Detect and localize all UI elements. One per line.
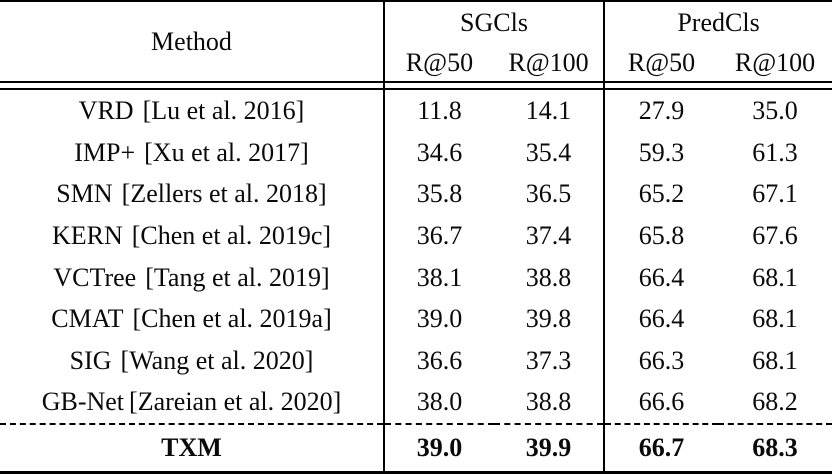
method-cell: CMAT [Chen et al. 2019a] [0,298,384,340]
header-row-metrics: R@50 R@100 R@50 R@100 [0,44,832,83]
method-citation: [Zareian et al. 2020] [129,387,342,417]
table-row-vctree: VCTree [Tang et al. 2019] 38.1 38.8 66.4 … [0,256,832,299]
table-row-gbnet: GB-Net [Zareian et al. 2020] 38.0 38.8 66… [0,381,832,425]
table-row-cmat: CMAT [Chen et al. 2019a] 39.0 39.8 66.4 6… [0,298,832,340]
method-name: IMP+ [74,137,136,167]
method-cell: IMP+ [Xu et al. 2017] [0,132,384,174]
metric-value: 66.3 [603,339,719,382]
metric-value: 36.5 [525,179,572,209]
method-cell: TXM [0,423,384,474]
method-cell: KERN [Chen et al. 2019c] [0,215,384,257]
metric-value: 67.1 [752,179,798,209]
method-cell: SMN [Zellers et al. 2018] [0,174,384,216]
metric-value: 34.6 [383,131,494,174]
metric-value: 35.4 [525,137,572,167]
metric-value: 38.8 [525,262,572,292]
metric-value: 37.3 [525,345,572,375]
method-cell: SIG [Wang et al. 2020] [0,340,384,382]
metric-value: 14.1 [525,96,572,126]
method-citation: [Wang et al. 2020] [120,345,314,375]
method-name: KERN [51,220,123,250]
metric-value: 37.4 [525,220,572,250]
metric-value: 66.7 [603,423,719,474]
method-citation: [Lu et al. 2016] [142,96,305,126]
metric-value: 39.0 [383,423,494,474]
table-row-txm: TXM 39.0 39.9 66.7 68.3 [0,423,832,474]
metric-value: 38.8 [525,387,572,417]
metric-value: 68.1 [752,262,798,292]
table-row-vrd: VRD [Lu et al. 2016] 11.8 14.1 27.9 35.0 [0,89,832,132]
metric-value: 65.8 [603,215,719,257]
method-cell: VRD [Lu et al. 2016] [0,89,384,132]
method-cell: VCTree [Tang et al. 2019] [0,257,384,299]
metric-value: 27.9 [603,89,719,132]
col-group-sgcls: SGCls [382,0,605,45]
header-double-rule [0,81,832,91]
col-header-predcls-r100: R@100 [734,47,816,77]
method-name: VCTree [53,262,137,292]
metric-value: 39.9 [494,423,605,474]
table-row-sig: SIG [Wang et al. 2020] 36.6 37.3 66.3 68.… [0,339,832,382]
method-citation: [Zellers et al. 2018] [121,179,327,209]
col-header-sgcls-r100: R@100 [508,47,589,77]
metric-value: 68.3 [718,423,832,474]
method-citation: [Tang et al. 2019] [145,262,330,292]
method-cell: GB-Net [Zareian et al. 2020] [0,382,384,425]
metric-value: 68.1 [752,304,798,334]
metric-value: 68.2 [752,387,798,417]
method-name: SMN [56,179,113,209]
metric-value: 39.0 [383,298,494,340]
metric-value: 11.8 [383,89,494,132]
metric-value: 39.8 [525,304,572,334]
metric-value: 59.3 [603,131,719,174]
metric-value: 66.4 [603,256,719,299]
method-name: TXM [161,433,222,463]
metric-value: 38.1 [383,256,494,299]
table-row-smn: SMN [Zellers et al. 2018] 35.8 36.5 65.2 … [0,173,832,216]
metric-value: 66.6 [603,381,719,425]
col-header-predcls-r50: R@50 [603,44,719,83]
method-citation: [Xu et al. 2017] [144,137,309,167]
col-group-predcls: PredCls [603,0,832,45]
method-name: SIG [69,345,112,375]
method-citation: [Chen et al. 2019c] [131,220,332,250]
header-row-groups: Method SGCls PredCls [0,0,832,83]
metric-value: 65.2 [603,173,719,216]
metric-value: 36.6 [383,339,494,382]
col-header-sgcls-r50: R@50 [383,44,494,83]
method-name: VRD [78,96,134,126]
metric-value: 38.0 [383,381,494,425]
metric-value: 35.8 [383,173,494,216]
method-name: GB-Net [41,387,125,417]
metric-value: 35.0 [752,96,798,126]
metric-value: 67.6 [752,220,798,250]
metric-value: 36.7 [383,215,494,257]
table-row-kern: KERN [Chen et al. 2019c] 36.7 37.4 65.8 6… [0,215,832,257]
table-row-imp: IMP+ [Xu et al. 2017] 34.6 35.4 59.3 61.3 [0,131,832,174]
method-citation: [Chen et al. 2019a] [132,304,332,334]
col-header-method: Method [0,0,384,83]
metric-value: 68.1 [752,345,798,375]
metric-value: 66.4 [603,298,719,340]
metric-value: 61.3 [752,137,798,167]
method-name: CMAT [51,304,124,334]
